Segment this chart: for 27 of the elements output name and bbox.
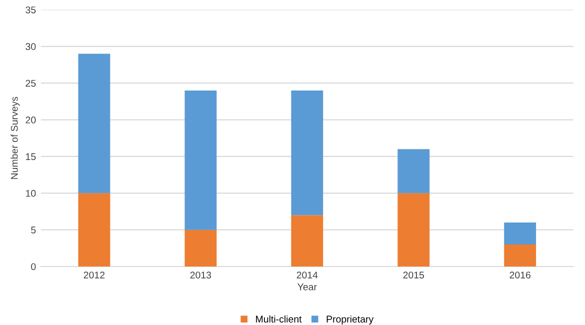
y-tick-label: 25 (26, 80, 36, 87)
x-axis-title: Year (298, 284, 317, 290)
x-tick-label: 2015 (403, 272, 424, 278)
bar (78, 193, 110, 266)
bar (398, 193, 430, 266)
x-tick-label: 2016 (510, 272, 530, 278)
y-tick-label: 15 (26, 153, 36, 160)
x-tick-label: 2012 (84, 272, 105, 278)
x-tick-label: 2014 (296, 272, 318, 278)
legend-label: Multi-client (256, 315, 302, 323)
y-tick-label: 30 (26, 43, 36, 50)
bar (291, 215, 324, 266)
y-tick-label: 5 (31, 226, 36, 234)
bar (78, 54, 110, 194)
y-axis-title: Number of Surveys (10, 96, 20, 179)
bar (504, 222, 536, 244)
bar (291, 90, 324, 216)
bar (184, 230, 217, 266)
legend-label: Proprietary (326, 315, 374, 325)
y-tick-label: 0 (31, 263, 36, 270)
bar (184, 90, 217, 230)
y-tick-label: 35 (26, 6, 36, 14)
y-tick-label: 20 (26, 116, 36, 124)
bar (504, 244, 536, 266)
y-tick-label: 10 (26, 190, 36, 197)
bar (398, 149, 430, 194)
x-tick-label: 2013 (190, 272, 212, 278)
